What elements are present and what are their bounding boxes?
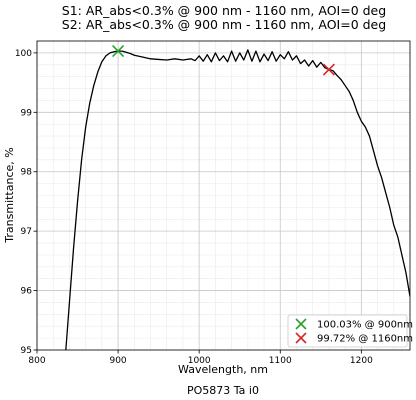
y-tick-label: 100 <box>15 49 32 59</box>
y-tick-label: 97 <box>21 227 32 237</box>
data-marker-x <box>112 45 125 58</box>
chart-title-line-1: S1: AR_abs<0.3% @ 900 nm - 1160 nm, AOI=… <box>62 3 386 18</box>
y-axis-label: Transmittance, % <box>3 147 16 243</box>
legend-items: 100.03% @ 900nm 99.72% @ 1160nm <box>295 318 413 345</box>
x-axis-ticks: 800 900 1000 1100 1200 <box>28 350 373 366</box>
plot-frame <box>36 40 411 351</box>
x-tick-label: 1100 <box>269 356 292 366</box>
chart-footer: PO5873 Ta i0 <box>187 384 259 397</box>
x-axis-label: Wavelength, nm <box>178 363 268 376</box>
legend-marker-icon <box>295 332 307 344</box>
legend-label: 100.03% @ 900nm <box>317 320 413 331</box>
x-tick-label: 1200 <box>350 356 373 366</box>
series-line <box>65 49 410 350</box>
y-tick-label: 95 <box>21 346 32 356</box>
y-axis-ticks: 95 96 97 98 99 100 <box>15 49 37 356</box>
x-tick-label: 800 <box>28 356 45 366</box>
legend-box <box>287 314 408 348</box>
legend-label: 99.72% @ 1160nm <box>317 334 413 345</box>
legend: 100.03% @ 900nm 99.72% @ 1160nm <box>287 314 413 348</box>
y-tick-label: 98 <box>21 168 33 178</box>
chart-title-line-2: S2: AR_abs<0.3% @ 900 nm - 1160 nm, AOI=… <box>62 17 386 32</box>
x-tick-label: 900 <box>109 356 126 366</box>
legend-marker-icon <box>295 318 307 330</box>
x-tick-label: 1000 <box>188 356 211 366</box>
y-tick-label: 99 <box>21 108 33 118</box>
marker-layer <box>112 45 335 76</box>
data-marker-x <box>322 63 335 76</box>
series-layer <box>65 49 410 350</box>
y-tick-label: 96 <box>21 287 33 297</box>
